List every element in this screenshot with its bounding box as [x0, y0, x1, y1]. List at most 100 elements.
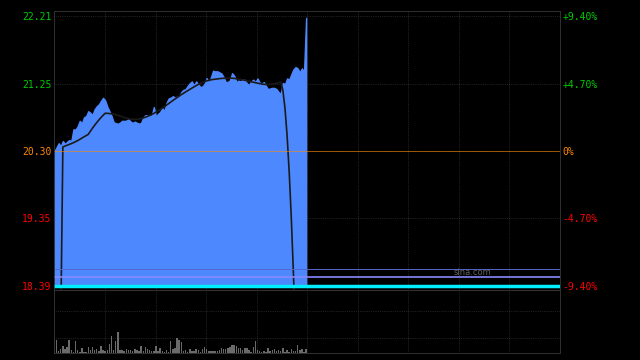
Bar: [111, 336, 112, 353]
Bar: [202, 349, 204, 353]
Bar: [189, 349, 191, 353]
Bar: [282, 348, 284, 353]
Bar: [128, 350, 129, 353]
Bar: [54, 339, 55, 353]
Bar: [104, 351, 106, 353]
Bar: [90, 350, 91, 353]
Bar: [119, 350, 121, 353]
Text: sina.com: sina.com: [454, 268, 492, 277]
Bar: [214, 351, 216, 353]
Bar: [229, 347, 231, 353]
Bar: [130, 350, 131, 353]
Bar: [289, 352, 290, 353]
Bar: [216, 351, 218, 353]
Bar: [92, 347, 93, 353]
Bar: [179, 341, 180, 353]
Bar: [274, 349, 275, 353]
Bar: [164, 351, 165, 353]
Bar: [67, 347, 68, 353]
Bar: [268, 348, 269, 353]
Bar: [122, 350, 123, 353]
Bar: [259, 351, 260, 353]
Bar: [246, 348, 248, 353]
Bar: [269, 351, 271, 353]
Bar: [299, 351, 301, 353]
Bar: [56, 340, 57, 353]
Bar: [187, 352, 188, 353]
Bar: [149, 350, 150, 353]
Bar: [85, 352, 87, 353]
Bar: [151, 351, 152, 353]
Bar: [295, 351, 296, 353]
Bar: [257, 350, 258, 353]
Bar: [248, 350, 250, 353]
Bar: [177, 338, 178, 353]
Bar: [88, 347, 89, 353]
Bar: [278, 350, 280, 353]
Bar: [193, 351, 195, 353]
Bar: [174, 348, 176, 353]
Bar: [303, 352, 305, 353]
Bar: [198, 350, 199, 353]
Bar: [305, 349, 307, 353]
Bar: [102, 350, 104, 353]
Bar: [64, 348, 66, 353]
Bar: [115, 341, 116, 353]
Bar: [98, 351, 100, 353]
Bar: [271, 350, 273, 353]
Bar: [208, 351, 209, 353]
Bar: [157, 351, 159, 353]
Bar: [168, 352, 170, 353]
Bar: [113, 350, 115, 353]
Bar: [94, 350, 95, 353]
Bar: [191, 351, 193, 353]
Bar: [109, 344, 110, 353]
Bar: [286, 350, 288, 353]
Bar: [96, 350, 97, 353]
Bar: [212, 351, 214, 353]
Bar: [237, 348, 239, 353]
Bar: [242, 350, 243, 353]
Bar: [138, 351, 140, 353]
Bar: [210, 351, 212, 353]
Bar: [301, 350, 303, 353]
Bar: [261, 352, 262, 353]
Bar: [79, 352, 81, 353]
Bar: [140, 346, 142, 353]
Bar: [125, 349, 127, 353]
Bar: [250, 352, 252, 353]
Bar: [62, 346, 63, 353]
Bar: [161, 351, 163, 353]
Bar: [170, 341, 172, 353]
Bar: [58, 351, 60, 353]
Bar: [136, 350, 138, 353]
Bar: [244, 348, 246, 353]
Bar: [284, 352, 285, 353]
Bar: [204, 347, 205, 353]
Bar: [180, 342, 182, 353]
Bar: [292, 351, 294, 353]
Bar: [147, 349, 148, 353]
Bar: [227, 348, 228, 353]
Bar: [200, 352, 201, 353]
Bar: [132, 351, 133, 353]
Bar: [280, 351, 282, 353]
Bar: [70, 350, 72, 353]
Bar: [255, 341, 256, 353]
Bar: [223, 349, 225, 353]
Bar: [221, 348, 222, 353]
Bar: [73, 352, 74, 353]
Bar: [297, 346, 298, 353]
Bar: [219, 350, 220, 353]
Bar: [106, 350, 108, 353]
Bar: [195, 350, 197, 353]
Bar: [68, 339, 70, 353]
Bar: [60, 349, 61, 353]
Bar: [185, 350, 186, 353]
Bar: [276, 351, 277, 353]
Bar: [232, 345, 233, 353]
Bar: [77, 350, 79, 353]
Bar: [159, 348, 161, 353]
Bar: [206, 349, 207, 353]
Bar: [81, 348, 83, 353]
